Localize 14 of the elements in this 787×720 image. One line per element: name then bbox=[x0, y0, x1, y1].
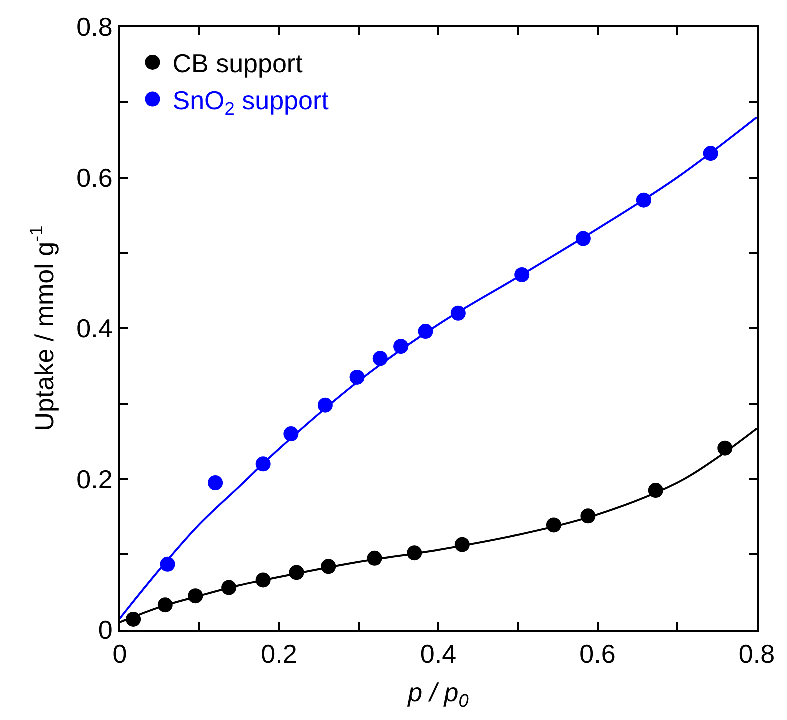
x-tick-label: 0.4 bbox=[420, 639, 457, 670]
y-tick-label: 0 bbox=[98, 615, 113, 646]
x-tick-label: 0.2 bbox=[261, 639, 298, 670]
y-tick-label: 0.8 bbox=[76, 12, 113, 42]
legend-label: SnO$_{2}$ support bbox=[172, 85, 330, 119]
y-tick-label: 0.6 bbox=[76, 162, 113, 193]
x-tick-label: 0.6 bbox=[580, 639, 616, 670]
line-series bbox=[120, 116, 757, 620]
y-tick-label: 0.4 bbox=[76, 314, 113, 344]
point bbox=[208, 476, 224, 491]
legend-label: CB support bbox=[172, 48, 304, 79]
y-tick-label: 0.2 bbox=[76, 464, 113, 494]
x-axis-title: p / p$_{0}$ bbox=[407, 677, 469, 711]
x-tick-label: 0.8 bbox=[738, 639, 776, 670]
